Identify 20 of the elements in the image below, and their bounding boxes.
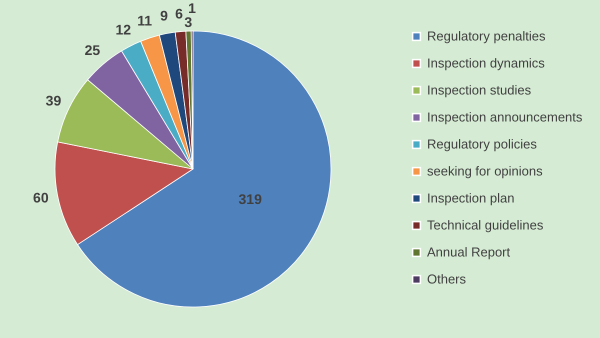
legend-label: Regulatory penalties xyxy=(427,28,546,44)
data-label: 60 xyxy=(33,189,49,206)
data-label: 6 xyxy=(175,6,184,22)
data-label: 9 xyxy=(160,8,168,24)
data-label: 3 xyxy=(184,14,192,30)
data-label: 319 xyxy=(238,190,262,207)
legend-label: Inspection studies xyxy=(427,82,532,98)
legend-label: Others xyxy=(427,272,467,286)
legend-label: Inspection dynamics xyxy=(427,56,546,70)
legend-label: Annual Report xyxy=(427,244,510,260)
data-label: 12 xyxy=(116,22,132,38)
data-label: 1 xyxy=(188,0,196,16)
legend-label: Inspection plan xyxy=(427,190,514,206)
legend-label: Regulatory policies xyxy=(427,136,538,152)
data-label: 11 xyxy=(137,12,152,29)
legend-label: Technical guidelines xyxy=(427,218,544,232)
data-label: 25 xyxy=(84,42,100,58)
data-label: 39 xyxy=(46,92,62,109)
legend-label: seeking for opinions xyxy=(427,164,544,178)
legend-label: Inspection announcements xyxy=(427,110,583,124)
